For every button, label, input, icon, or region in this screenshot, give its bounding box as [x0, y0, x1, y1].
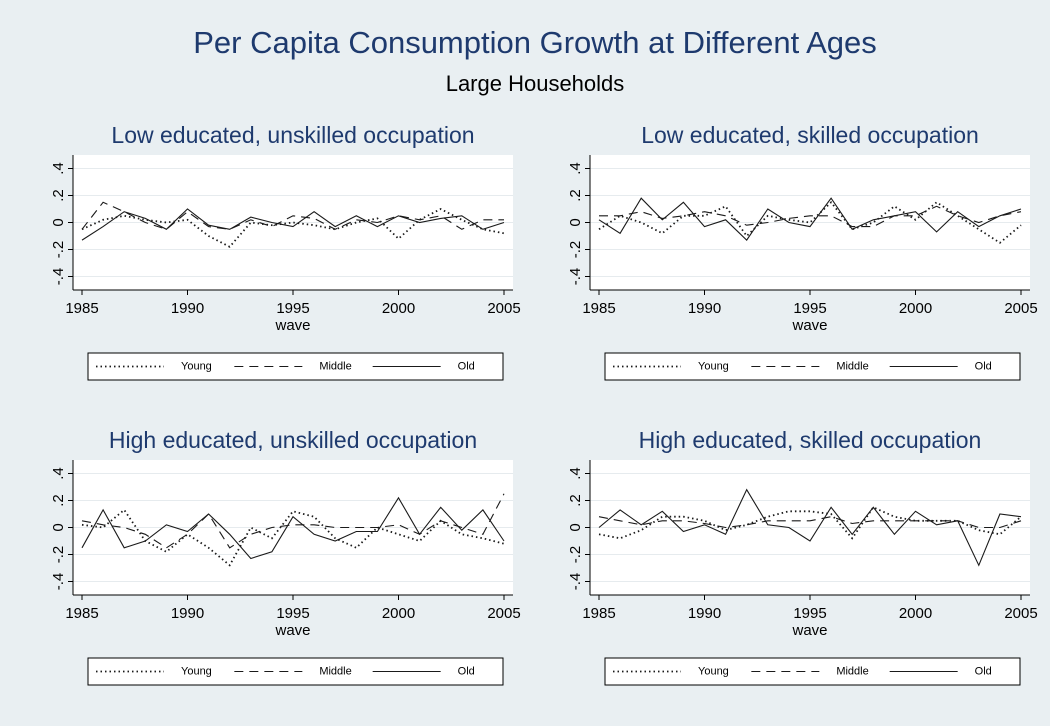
y-tick-label: 0 — [50, 218, 67, 226]
series-line — [598, 516, 1022, 529]
x-tick-label: 2000 — [899, 605, 932, 622]
x-axis-label: wave — [791, 317, 827, 334]
figure-title: Per Capita Consumption Growth at Differe… — [193, 25, 877, 60]
legend-label: Middle — [836, 360, 868, 372]
x-tick-label: 2005 — [487, 605, 520, 622]
x-axis-label: wave — [274, 622, 310, 639]
series-line — [81, 493, 505, 549]
x-tick-label: 1990 — [688, 605, 721, 622]
x-tick-label: 1995 — [276, 605, 309, 622]
series-line — [81, 508, 505, 567]
legend-label: Middle — [836, 665, 868, 677]
x-tick-label: 1990 — [171, 605, 204, 622]
y-tick-label: -.2 — [50, 241, 67, 259]
y-tick-label: .2 — [567, 494, 584, 507]
y-tick-label: -.4 — [50, 573, 67, 591]
x-tick-label: 2005 — [1004, 300, 1037, 317]
panel-title: Low educated, skilled occupation — [641, 122, 979, 148]
legend-label: Young — [698, 665, 729, 677]
x-tick-label: 1985 — [65, 300, 98, 317]
panel-title: Low educated, unskilled occupation — [111, 122, 474, 148]
y-tick-label: .4 — [567, 467, 584, 480]
y-tick-label: -.4 — [567, 573, 584, 591]
x-tick-label: 1985 — [582, 605, 615, 622]
series-line — [81, 496, 505, 560]
legend-label: Young — [181, 360, 212, 372]
y-tick-label: -.4 — [567, 268, 584, 286]
x-tick-label: 1995 — [793, 605, 826, 622]
series-line — [81, 208, 505, 241]
legend-label: Middle — [319, 665, 351, 677]
series-line — [81, 207, 505, 248]
y-tick-label: .2 — [567, 189, 584, 202]
legend-label: Middle — [319, 360, 351, 372]
x-tick-label: 2000 — [382, 300, 415, 317]
x-tick-label: 2000 — [382, 605, 415, 622]
y-tick-label: -.2 — [567, 241, 584, 259]
y-tick-label: .4 — [567, 162, 584, 175]
x-axis-label: wave — [791, 622, 827, 639]
x-tick-label: 2005 — [487, 300, 520, 317]
y-tick-label: -.2 — [50, 546, 67, 564]
y-tick-label: .2 — [50, 494, 67, 507]
y-tick-label: 0 — [567, 218, 584, 226]
series-line — [598, 506, 1022, 540]
y-tick-label: .2 — [50, 189, 67, 202]
series-line — [598, 200, 1022, 244]
x-axis-label: wave — [274, 317, 310, 334]
figure-subtitle: Large Households — [446, 71, 625, 96]
legend-label: Old — [458, 360, 475, 372]
x-tick-label: 1985 — [582, 300, 615, 317]
y-tick-label: 0 — [567, 523, 584, 531]
x-tick-label: 1990 — [688, 300, 721, 317]
panel-title: High educated, unskilled occupation — [109, 427, 477, 453]
series-line — [81, 201, 504, 230]
x-tick-label: 1995 — [276, 300, 309, 317]
x-tick-label: 1990 — [171, 300, 204, 317]
x-tick-label: 1995 — [793, 300, 826, 317]
legend-label: Young — [698, 360, 729, 372]
legend-label: Old — [458, 665, 475, 677]
legend-label: Old — [975, 665, 992, 677]
legend-label: Old — [975, 360, 992, 372]
y-tick-label: .4 — [50, 467, 67, 480]
x-tick-label: 1985 — [65, 605, 98, 622]
series-line — [598, 197, 1022, 241]
y-tick-label: -.4 — [50, 268, 67, 286]
y-tick-label: .4 — [50, 162, 67, 175]
y-tick-label: 0 — [50, 523, 67, 531]
series-line — [599, 205, 1022, 228]
panel-title: High educated, skilled occupation — [639, 427, 982, 453]
legend-label: Young — [181, 665, 212, 677]
x-tick-label: 2005 — [1004, 605, 1037, 622]
series-line — [598, 488, 1022, 567]
y-tick-label: -.2 — [567, 546, 584, 564]
x-tick-label: 2000 — [899, 300, 932, 317]
